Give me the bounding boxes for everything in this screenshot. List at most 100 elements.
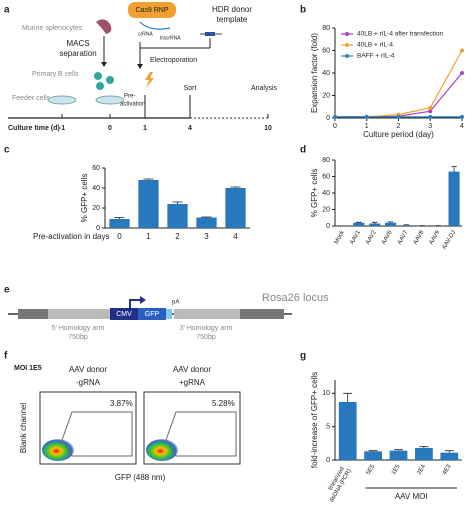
flow: MOI 1E5 AAV donor -gRNA AAV donor +gRNA … <box>14 365 241 482</box>
panel-label: f <box>4 351 8 362</box>
x-tick-label: AAV1 <box>349 229 362 245</box>
crrna-label: crRNA <box>138 31 153 37</box>
arm <box>174 309 240 319</box>
hdr-label: template <box>217 15 248 24</box>
y-tick-label: 10 <box>322 390 330 397</box>
bar <box>369 223 381 226</box>
point <box>364 114 369 119</box>
panel-label: d <box>300 145 306 156</box>
macs-label: separation <box>59 49 96 58</box>
error-bar <box>114 217 125 219</box>
legend-swatch <box>345 32 349 36</box>
legend-swatch <box>345 43 349 47</box>
y-axis-label: % GFP+ cells <box>310 169 319 218</box>
bcells-label: Primary B cells <box>32 71 79 78</box>
bar <box>364 451 382 460</box>
dish <box>95 95 125 105</box>
error-bar <box>172 201 183 204</box>
y-tick-label: 40 <box>322 70 330 77</box>
y-tick-label: 5 <box>326 424 330 431</box>
x-tick-label: 2 <box>397 123 401 130</box>
donor <box>205 32 215 36</box>
timeline-label: Culture time (d) <box>8 125 60 132</box>
cells <box>96 19 112 34</box>
legend-swatch <box>345 54 349 58</box>
arm-size: 750bp <box>196 334 216 341</box>
hdr-label: HDR donor <box>212 5 252 14</box>
analysis-label: Analysis <box>251 85 278 92</box>
error-bar <box>343 392 353 402</box>
bar <box>353 222 365 226</box>
gate <box>61 411 133 457</box>
point <box>460 114 464 119</box>
arm-size: 750bp <box>68 334 88 341</box>
x-tick-label: 1 <box>365 123 369 130</box>
x-tick-label: 0 <box>117 232 122 241</box>
bar <box>138 180 159 228</box>
splenocytes-label: Murine splenocytes <box>22 25 83 32</box>
x-tick-label: 2 <box>175 232 180 241</box>
cas9-label: Cas9 RNP <box>135 7 168 14</box>
rna <box>139 21 171 30</box>
promoter-arrow <box>140 296 146 304</box>
arrow <box>137 64 143 69</box>
gfp-label: GFP <box>145 311 160 318</box>
timeline-tick-label: -1 <box>59 125 65 132</box>
tracrrna-label: tracrRNA <box>160 35 181 41</box>
x-tick-label: 4 <box>460 123 464 130</box>
panel-label: c <box>4 145 10 156</box>
schematic: Cas9 RNP crRNA tracrRNA HDR donor templa… <box>8 2 278 132</box>
cell <box>106 76 114 84</box>
arm <box>48 309 110 319</box>
point <box>428 114 433 119</box>
x-tick-label: linearized dsDNA (PCR) <box>323 465 353 504</box>
error-bar <box>143 178 154 180</box>
x-tick-label: AAV8 <box>413 229 426 245</box>
bar <box>196 217 217 228</box>
timeline-tick-label: 4 <box>188 125 192 132</box>
gate <box>165 411 237 457</box>
y-tick-label: 80 <box>322 157 330 164</box>
cmv-label: CMV <box>116 311 132 318</box>
series-line <box>335 50 463 118</box>
y-tick-label: 0 <box>326 223 330 230</box>
macs-label: MACS <box>66 39 89 48</box>
y-tick-label: 20 <box>92 205 100 212</box>
error-bar <box>201 216 212 218</box>
electroporation-label: Electroporation <box>150 57 197 64</box>
locus-label: Rosa26 locus <box>262 292 329 304</box>
cell <box>94 72 102 80</box>
point <box>428 105 433 110</box>
x-tick-label: 2E4 <box>416 463 427 476</box>
x-tick-label: 4E3 <box>442 463 453 476</box>
error-bar <box>394 449 403 451</box>
x-tick-label: 1E5 <box>391 463 402 476</box>
panel-label: e <box>4 285 10 296</box>
y-axis-label: fold-increase of GFP+ cells <box>310 372 319 468</box>
dish <box>47 95 77 105</box>
preactivation-label: Pre- <box>124 94 135 100</box>
bar <box>338 402 357 460</box>
arrow <box>101 62 107 67</box>
cas9-shape <box>128 2 176 18</box>
bar <box>385 222 397 226</box>
legend-label: BAFF + rIL-4 <box>357 53 395 60</box>
y-tick-label: 20 <box>322 92 330 99</box>
point <box>428 109 433 114</box>
y-tick-label: 40 <box>322 190 330 197</box>
bar <box>225 188 246 228</box>
bar <box>167 204 188 228</box>
bar <box>448 171 460 226</box>
y-axis-label: % GFP+ cells <box>80 174 89 223</box>
plot-frame <box>39 391 137 465</box>
x-tick-label: 4 <box>233 232 238 241</box>
error-bar <box>371 221 378 224</box>
timeline-tick-label: 1 <box>143 125 147 132</box>
x-axis-label: Pre-activation in days <box>33 232 109 241</box>
timeline-tick-label: 0 <box>108 125 112 132</box>
x-tick-label: AAV-DJ <box>442 230 457 251</box>
feeder-label: Feeder cells <box>12 95 51 102</box>
point <box>396 114 401 119</box>
genomic <box>18 309 48 319</box>
